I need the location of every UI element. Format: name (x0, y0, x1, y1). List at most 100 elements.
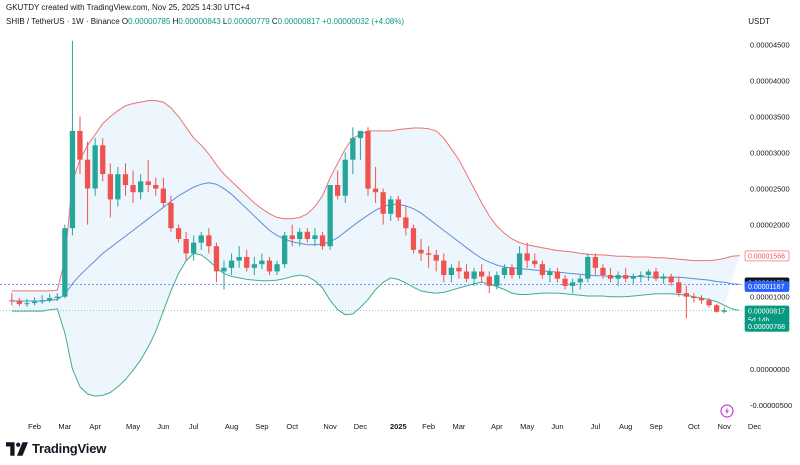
ohlc-high-value: H0.00000843 (173, 17, 223, 26)
candle-body (39, 300, 45, 302)
candle-body (266, 260, 273, 272)
candle-body (92, 145, 98, 189)
open-value: 0.00000785 (128, 17, 171, 26)
candle-body (138, 181, 144, 193)
candle-body (524, 253, 530, 261)
candle-body (312, 235, 318, 239)
x-tick-label: Feb (422, 422, 435, 431)
close-value: 0.00000817 (277, 17, 320, 26)
candle-body (130, 185, 136, 193)
y-tick-label: 0.00001000 (750, 293, 790, 302)
candle-body (660, 276, 667, 279)
candle-body (653, 271, 659, 279)
candle-body (100, 145, 106, 175)
tradingview-mark-icon[interactable] (720, 404, 734, 418)
candle-body (350, 138, 356, 160)
ohlc-open-value: O0.00000785 (122, 17, 173, 26)
x-tick-label: Dec (354, 422, 368, 431)
x-tick-label: Nov (718, 422, 732, 431)
y-tick-label: -0.00000500 (750, 401, 792, 410)
candle-body (501, 267, 508, 275)
candle-body (357, 130, 364, 139)
tradingview-brand-text: TradingView (32, 441, 107, 456)
candle-body (24, 303, 30, 305)
candle-body (676, 282, 682, 294)
candle-body (84, 159, 91, 189)
bollinger-upper-line (11, 100, 740, 292)
x-tick-label: Jun (157, 422, 169, 431)
x-tick-label: Mar (452, 422, 465, 431)
candle-body (714, 305, 720, 312)
candle-body (16, 301, 22, 304)
candle-body (289, 235, 295, 239)
symbol-ohlc-line: SHIB / TetherUS · 1W · Binance O0.000007… (6, 17, 404, 26)
candle-body (319, 235, 326, 247)
candle-body (562, 278, 568, 286)
candle-body (494, 275, 500, 286)
symbol-name[interactable]: SHIB / TetherUS · 1W · Binance (6, 17, 120, 26)
candle-body (191, 242, 197, 254)
candle-body (380, 192, 386, 214)
x-tick-label: May (126, 422, 140, 431)
x-tick-label: Aug (619, 422, 632, 431)
candle-body (570, 282, 576, 286)
candle-body (607, 275, 614, 279)
candle-body (274, 264, 280, 272)
candle-body (418, 249, 424, 254)
candle-body (62, 228, 68, 297)
candle-body (69, 130, 76, 229)
candle-body (297, 231, 303, 239)
candle-body (327, 185, 333, 247)
candle-body (600, 267, 606, 275)
candle-body (721, 310, 727, 312)
currency-label[interactable]: USDT (748, 17, 770, 26)
y-tick-label: 0.00004500 (750, 40, 790, 49)
candle-body (668, 276, 674, 283)
y-tick-label: 0.00002500 (750, 185, 790, 194)
candle-body (433, 254, 439, 261)
candle-body (585, 257, 591, 279)
candle-body (365, 130, 371, 189)
x-tick-label: Apr (491, 422, 503, 431)
ohlc-close-label: C (271, 17, 278, 26)
candle-body (145, 181, 151, 185)
y-tick-label: 0.00002000 (750, 221, 790, 230)
y-tick-label: 0.00004000 (750, 76, 790, 85)
candle-body (122, 174, 129, 185)
candle-body (107, 174, 113, 200)
price-label-box (744, 281, 790, 292)
candle-body (206, 235, 212, 247)
candle-body (54, 296, 60, 299)
tradingview-brand[interactable]: TradingView (6, 441, 106, 456)
candle-body (471, 271, 477, 279)
x-tick-label: Jun (551, 422, 563, 431)
x-tick-label: Feb (28, 422, 41, 431)
x-tick-label: Oct (688, 422, 701, 431)
candle-body (645, 271, 652, 276)
y-tick-label: 0.00000000 (750, 365, 790, 374)
candle-body (698, 298, 705, 301)
tradingview-logo-icon (6, 441, 28, 456)
price-label-text: 0.00000768 (748, 324, 785, 331)
x-tick-label: Sep (255, 422, 268, 431)
x-tick-label: Nov (323, 422, 337, 431)
x-tick-label: Aug (225, 422, 238, 431)
price-label-text: 0.00001167 (748, 284, 785, 291)
y-tick-label: 0.00003500 (750, 112, 790, 121)
candle-body (395, 199, 401, 218)
ohlc-close-value: C0.00000817 (272, 17, 322, 26)
candle-body (213, 246, 220, 272)
candle-body (410, 228, 417, 250)
low-value: 0.00000779 (227, 17, 270, 26)
candle-body (638, 275, 644, 277)
candle-body (198, 235, 204, 243)
candle-body (175, 228, 182, 239)
candle-body (183, 239, 189, 254)
candle-body (168, 203, 174, 229)
x-tick-label: Oct (286, 422, 299, 431)
price-label-text: 0.00000817 (748, 309, 785, 316)
change-value: +0.00000032 (+4.08%) (322, 17, 404, 26)
candle-body (691, 296, 697, 299)
candle-body (516, 253, 523, 275)
